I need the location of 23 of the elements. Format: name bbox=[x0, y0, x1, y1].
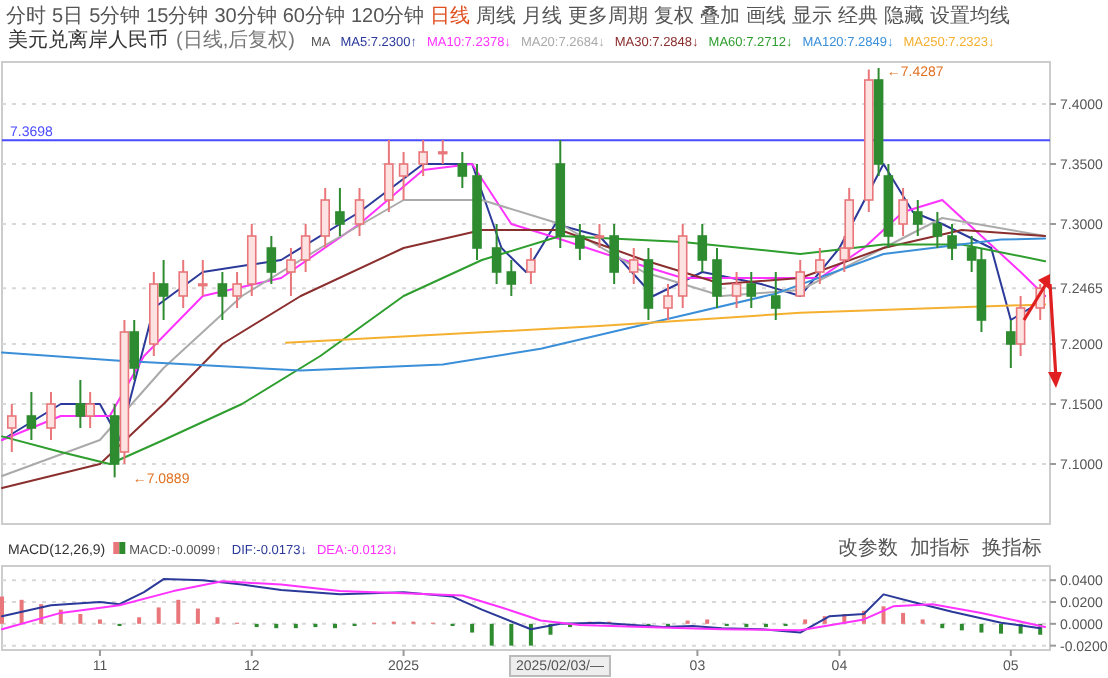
text: 120分钟 bbox=[351, 4, 425, 28]
text: 15分钟 bbox=[146, 4, 209, 28]
text: 周线 bbox=[476, 4, 517, 28]
text: 叠加 bbox=[700, 4, 741, 28]
text: 5分钟 bbox=[89, 4, 141, 28]
text: 分时 bbox=[6, 4, 46, 28]
text: 5日 bbox=[52, 6, 84, 28]
text: 日线 bbox=[430, 4, 471, 28]
text: 复权 bbox=[654, 4, 695, 28]
chart-title: 美元兑离岸人民币 bbox=[8, 28, 168, 52]
text: 更多周期 bbox=[568, 4, 649, 28]
text: 设置均线 bbox=[930, 4, 1011, 28]
text: 隐藏 bbox=[884, 4, 925, 28]
text: 显示 bbox=[792, 6, 833, 28]
text: 加指标 bbox=[910, 536, 970, 560]
text: 60分钟 bbox=[282, 4, 345, 28]
text: 换指标 bbox=[982, 536, 1042, 560]
text: 改参数 bbox=[838, 536, 898, 560]
text: 月线 bbox=[522, 4, 563, 28]
text: 画线 bbox=[746, 4, 787, 28]
chart-subtitle: (日线,后复权) bbox=[176, 28, 295, 52]
text: 经典 bbox=[838, 4, 879, 28]
text: 30分钟 bbox=[214, 4, 277, 28]
